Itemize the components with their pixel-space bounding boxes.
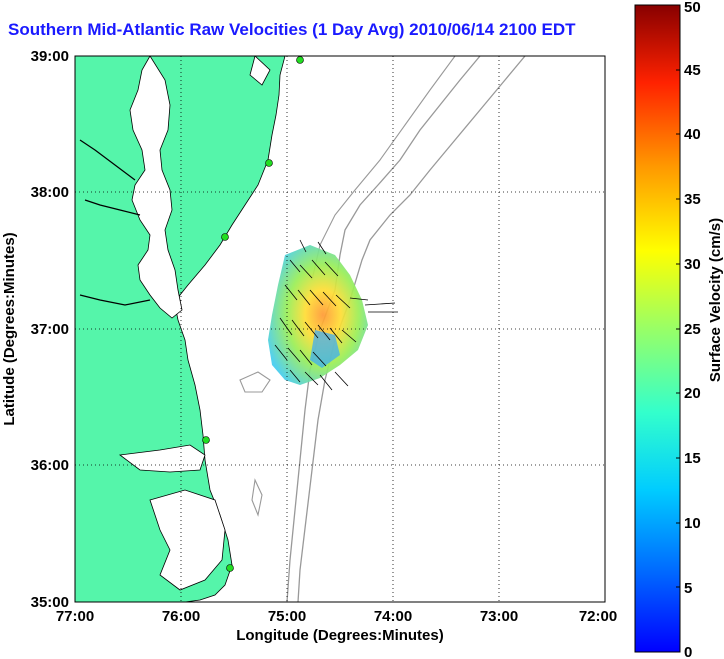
plot-frame [74,55,606,603]
bathymetry-contour-ridge [251,478,263,517]
colorbar-ticks [676,4,680,653]
pamlico-sound [149,489,226,591]
delaware-bay [249,56,271,86]
colorbar-title: Surface Velocity (cm/s) [707,218,724,382]
colorbar-tick-label: 50 [684,0,701,16]
colorbar-tick-label: 5 [684,580,692,597]
colorbar-tick-label: 45 [684,62,701,79]
velocity-field-edge [310,330,340,368]
colorbar-tick-label: 0 [684,644,692,659]
x-tick-label: 75:00 [268,608,306,625]
radar-stations [202,56,304,572]
james-river [79,294,151,306]
x-axis-label: Longitude (Degrees:Minutes) [236,627,444,644]
radar-station-marker [226,564,234,572]
colorbar-tick-label: 40 [684,126,701,143]
x-tick-label: 74:00 [374,608,412,625]
radar-station-marker [221,233,229,241]
grid-lines [75,56,605,602]
radar-station-marker [265,159,273,167]
radar-station-marker [296,56,304,64]
x-tick-label: 77:00 [56,608,94,625]
x-tick-label: 76:00 [162,608,200,625]
y-tick-label: 36:00 [31,457,69,474]
colorbar [634,4,681,653]
colorbar-tick-label: 30 [684,256,701,273]
rappahannock-river [84,199,141,216]
y-axis-label: Latitude (Degrees:Minutes) [1,232,18,425]
potomac-river [79,139,136,181]
y-tick-label: 38:00 [31,184,69,201]
x-tick-label: 72:00 [579,608,617,625]
radar-station-marker [202,436,210,444]
map-title: Southern Mid-Atlantic Raw Velocities (1 … [8,20,576,39]
colorbar-tick-label: 15 [684,450,701,467]
bathymetry-contour-slope [297,56,526,602]
colorbar-tick-label: 20 [684,385,701,402]
velocity-arrows [274,239,398,391]
colorbar-tick-label: 10 [684,515,701,532]
colorbar-tick-label: 25 [684,321,701,338]
velocity-field [268,245,368,385]
bathymetry-contour-shelf [286,56,481,602]
y-tick-label: 39:00 [31,48,69,65]
colorbar-tick-label: 35 [684,191,701,208]
y-tick-label: 35:00 [31,594,69,611]
y-tick-label: 37:00 [31,321,69,338]
bathymetry-contour-inner [311,56,456,281]
bathymetry-contour-island [239,371,271,393]
chesapeake-bay [129,56,183,319]
x-tick-label: 73:00 [480,608,518,625]
